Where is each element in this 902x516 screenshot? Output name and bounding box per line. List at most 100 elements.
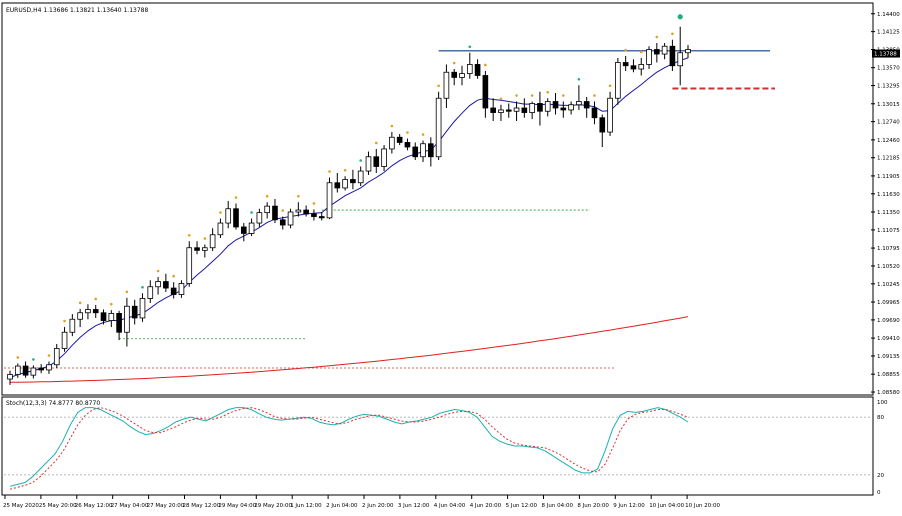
candle-body bbox=[591, 107, 598, 119]
current-price-box bbox=[872, 49, 900, 58]
fractal-marker bbox=[234, 196, 238, 199]
candle-body bbox=[69, 318, 76, 333]
candle-body bbox=[92, 309, 99, 314]
fractal-marker bbox=[219, 211, 222, 214]
candle-body bbox=[163, 281, 169, 289]
candle-body bbox=[139, 298, 146, 319]
stoch-tick-label: 80 bbox=[877, 415, 884, 421]
fractal-marker bbox=[593, 94, 596, 97]
candle-body bbox=[209, 234, 216, 249]
price-tick-label: 1.14400 bbox=[877, 12, 900, 18]
price-tick-label: 1.11630 bbox=[877, 192, 900, 198]
fractal-marker bbox=[452, 61, 456, 65]
time-tick-label: 8 Jun 04:00 bbox=[542, 503, 574, 509]
fractal-marker bbox=[437, 84, 440, 88]
fractal-marker bbox=[468, 45, 472, 49]
price-tick-label: 1.10245 bbox=[877, 282, 900, 288]
candle-body bbox=[396, 136, 403, 143]
time-tick-label: 25 May 20:00 bbox=[39, 503, 77, 509]
candle-body bbox=[186, 247, 193, 284]
current-price-label: 1.13788 bbox=[874, 52, 897, 58]
time-tick-label: 8 Jun 20:00 bbox=[577, 503, 609, 509]
candle-body bbox=[311, 213, 317, 217]
price-tick-label: 1.12185 bbox=[877, 156, 900, 162]
candle-body bbox=[373, 156, 380, 167]
fractal-marker bbox=[390, 124, 394, 128]
candle-body bbox=[654, 49, 660, 55]
candle-body bbox=[459, 73, 465, 78]
candle-body bbox=[490, 107, 496, 113]
candle-body bbox=[326, 182, 333, 219]
candle-body bbox=[7, 374, 13, 380]
fractal-marker bbox=[374, 141, 378, 145]
fractal-marker bbox=[297, 194, 300, 198]
signal-marker bbox=[677, 14, 683, 20]
fractal-marker bbox=[32, 358, 35, 361]
candle-body bbox=[318, 216, 325, 219]
candle-body bbox=[443, 71, 450, 99]
time-tick-label: 27 May 20:00 bbox=[147, 503, 185, 509]
fractal-marker bbox=[328, 170, 331, 173]
stoch-main-line bbox=[9, 407, 689, 487]
candle-body bbox=[615, 62, 621, 99]
time-tick-label: 2 Jun 04:00 bbox=[326, 503, 358, 509]
candle-body bbox=[552, 101, 559, 109]
candle-body bbox=[599, 117, 606, 133]
candle-body bbox=[14, 365, 21, 375]
candle-body bbox=[630, 65, 637, 70]
time-tick-label: 4 Jun 04:00 bbox=[434, 503, 466, 509]
stoch-tick-label: 100 bbox=[877, 400, 888, 406]
candle-body bbox=[100, 312, 107, 321]
time-tick-label: 25 May 2020 bbox=[3, 503, 39, 509]
candle-body bbox=[412, 146, 419, 158]
fractal-marker bbox=[421, 133, 425, 136]
stoch-signal-line bbox=[9, 407, 689, 490]
candle-body bbox=[240, 226, 247, 234]
fractal-marker bbox=[639, 50, 643, 54]
candle-body bbox=[568, 104, 574, 111]
candle-body bbox=[287, 211, 294, 226]
price-tick-label: 1.13015 bbox=[877, 102, 900, 108]
price-tick-label: 1.13570 bbox=[877, 66, 900, 72]
candle-body bbox=[170, 287, 177, 295]
time-tick-label: 28 May 12:00 bbox=[183, 503, 221, 509]
time-tick-label: 26 May 12:00 bbox=[75, 503, 113, 509]
time-tick-label: 3 Jun 12:00 bbox=[398, 503, 430, 509]
price-tick-label: 1.10795 bbox=[877, 246, 900, 252]
candle-body bbox=[279, 219, 286, 226]
price-tick-label: 1.14125 bbox=[877, 30, 900, 36]
price-tick-label: 1.13295 bbox=[877, 84, 900, 90]
price-tick-label: 1.11350 bbox=[877, 210, 900, 216]
fractal-marker bbox=[359, 159, 362, 162]
candle-body bbox=[295, 209, 302, 213]
stoch-pane-frame bbox=[1, 396, 874, 496]
fractal-marker bbox=[515, 94, 518, 97]
candle-body bbox=[529, 103, 535, 113]
candle-body bbox=[513, 107, 520, 112]
candle-body bbox=[22, 365, 29, 376]
fractal-marker bbox=[312, 202, 316, 205]
candle-body bbox=[661, 45, 668, 55]
candle-body bbox=[498, 109, 504, 113]
fractal-marker bbox=[343, 168, 347, 172]
price-tick-label: 1.08855 bbox=[877, 372, 900, 378]
time-tick-label: 29 May 20:00 bbox=[254, 503, 292, 509]
fractal-marker bbox=[577, 77, 581, 81]
fractal-marker bbox=[47, 354, 51, 357]
fractal-marker bbox=[484, 63, 487, 67]
main-title: EURUSD,H4 1.13686 1.13821 1.13640 1.1378… bbox=[6, 7, 148, 14]
candle-body bbox=[225, 208, 232, 224]
candle-body bbox=[303, 209, 309, 215]
candle-body bbox=[61, 331, 68, 349]
fractal-marker bbox=[187, 233, 191, 237]
candle-body bbox=[233, 208, 239, 228]
time-tick-label: 10 Jun 04:00 bbox=[649, 503, 684, 509]
candle-body bbox=[381, 148, 387, 167]
fractal-marker bbox=[94, 297, 98, 301]
time-tick-label: 10 Jun 20:00 bbox=[685, 503, 720, 509]
candle-body bbox=[404, 142, 411, 148]
candle-body bbox=[435, 97, 442, 158]
main-pane-frame bbox=[1, 2, 874, 396]
